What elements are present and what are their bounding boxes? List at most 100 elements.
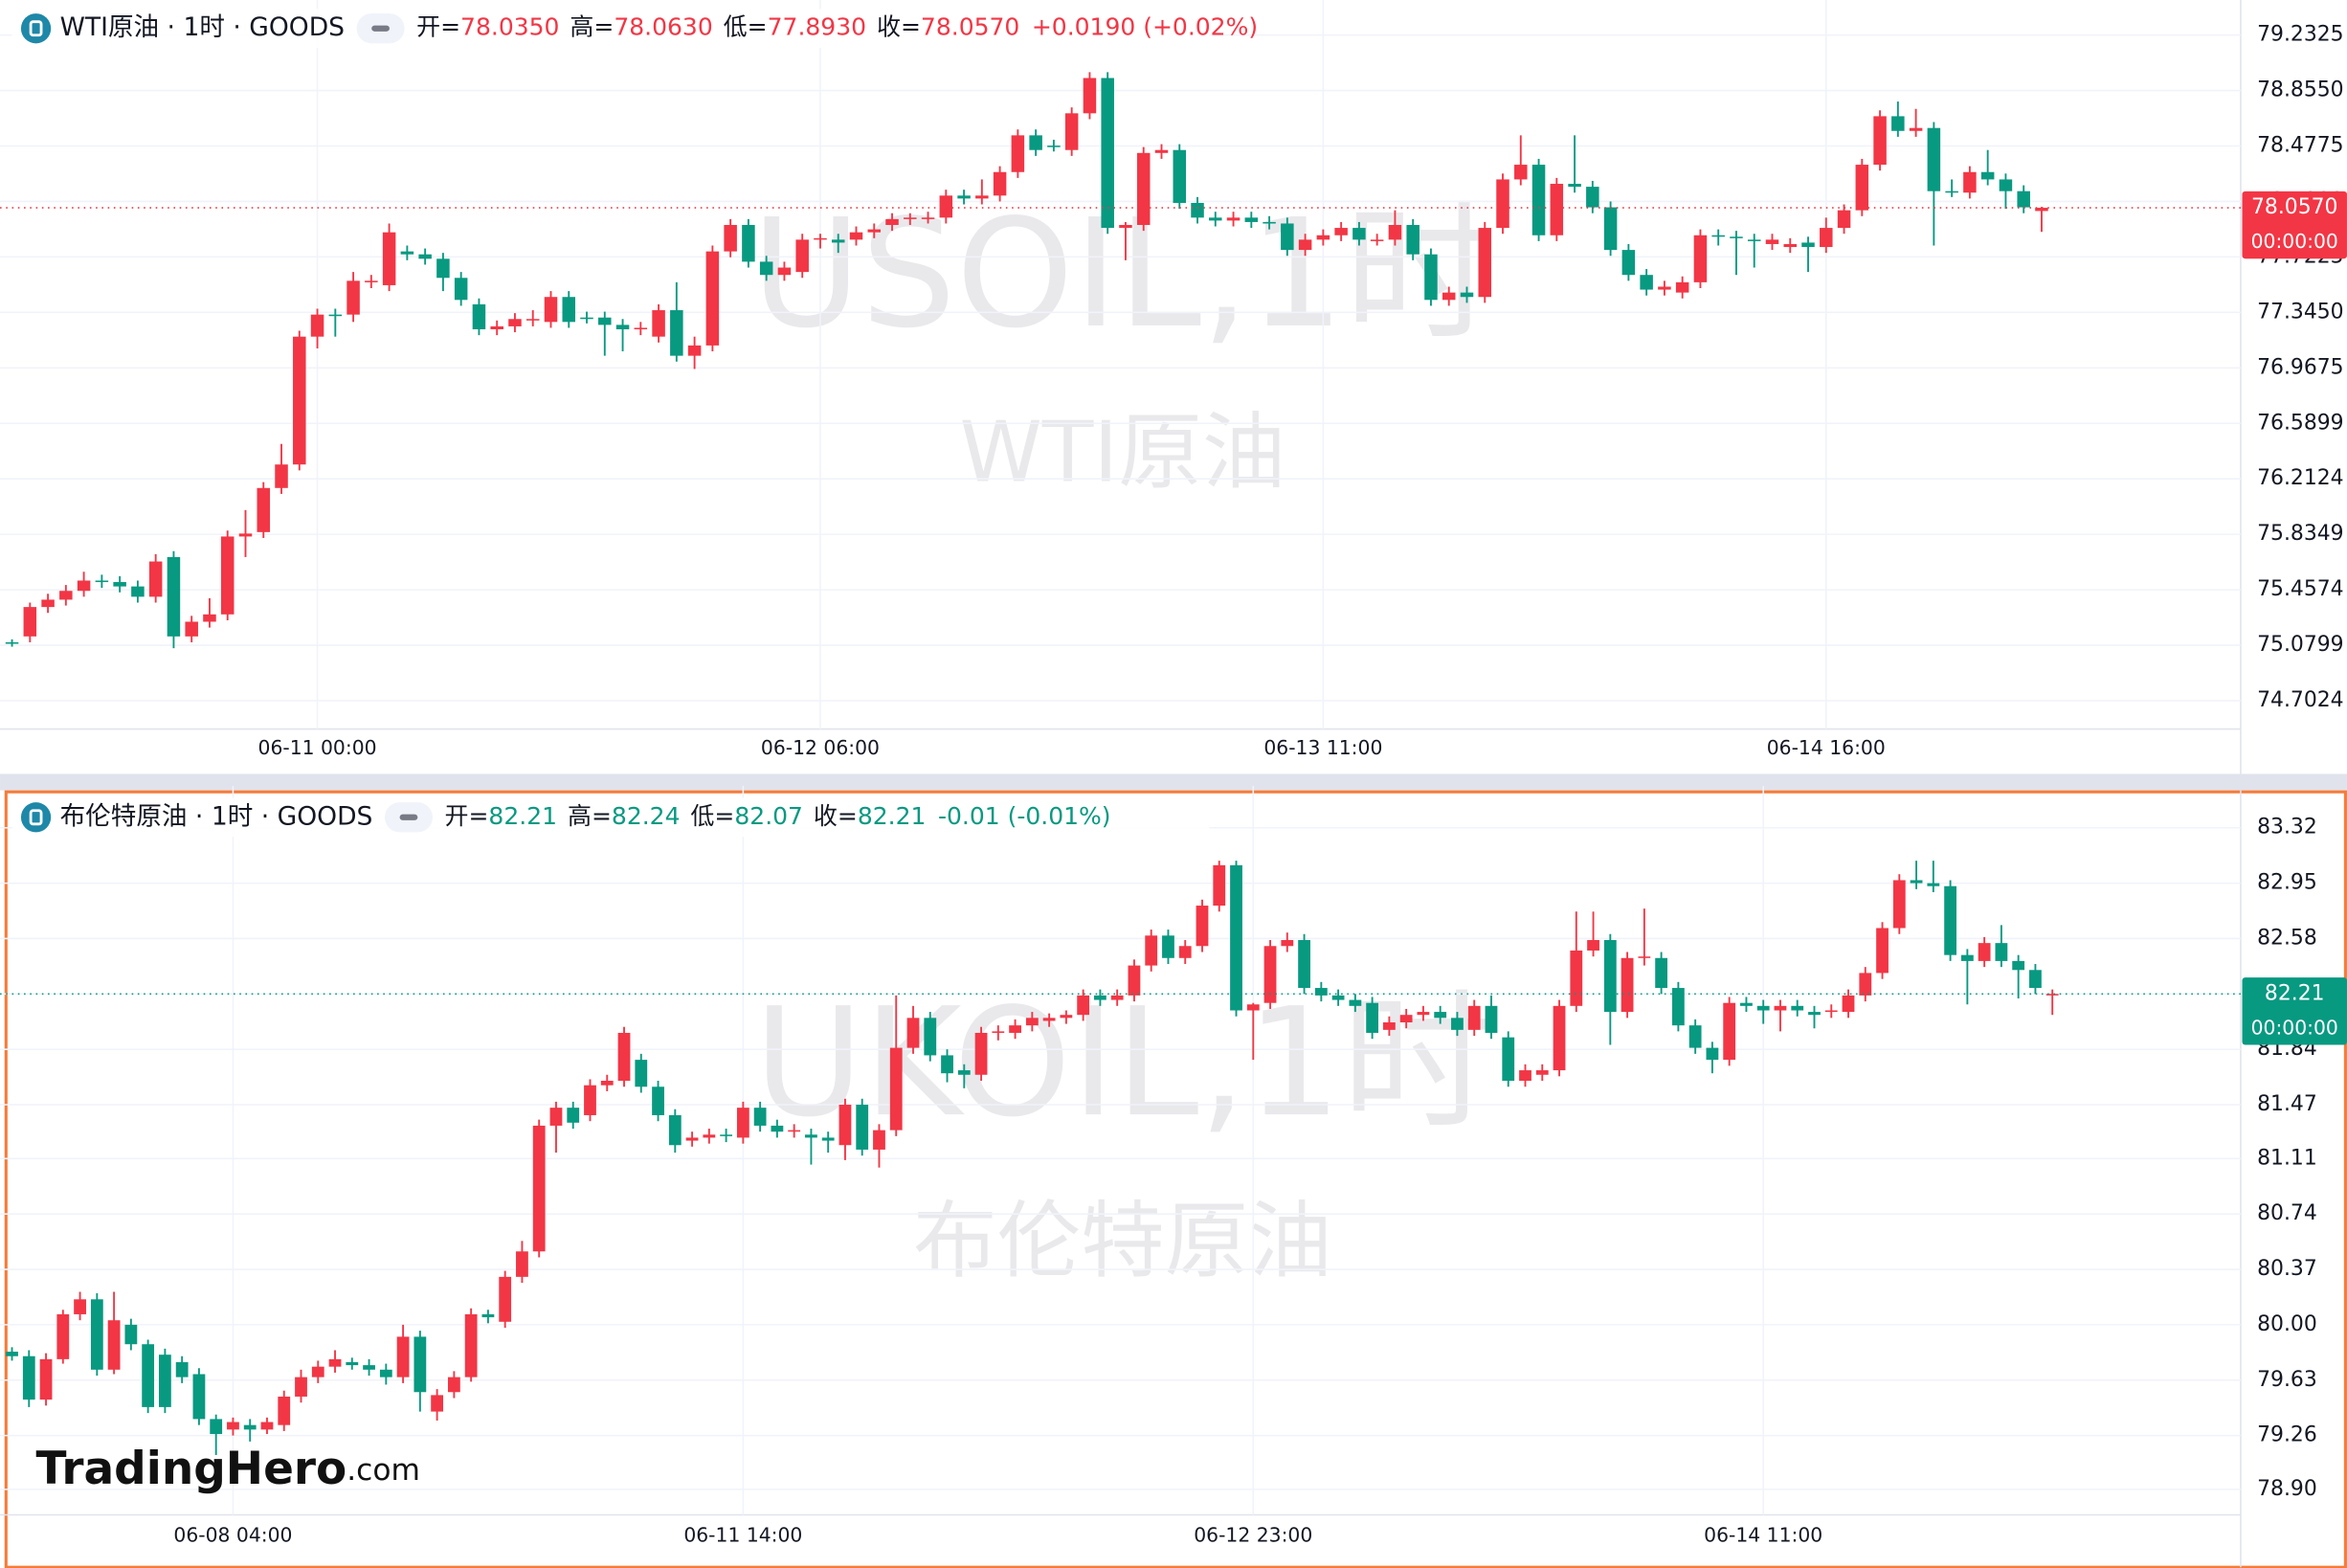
candle-body [705,251,720,346]
header-bg [11,9,1210,49]
legend-field-value: 78.0570 [921,13,1019,41]
candle-body [346,280,360,315]
candle-body [873,1130,885,1150]
candle-body [167,556,181,637]
candle-body [975,195,989,199]
candle-body [1331,995,1345,1000]
legend-title: WTI原油 · 1时 · GOODS [60,12,345,42]
candle-body [328,314,343,317]
legend-field-label: 收= [814,802,858,830]
candle-body [2029,970,2042,989]
candle-body [1944,885,1956,955]
candle-body [1824,1010,1838,1013]
candle-body [238,533,253,537]
candle-body [1042,1018,1056,1021]
candle-body [1298,940,1310,989]
candle-body [1621,250,1636,276]
x-tick-label: 06-12 23:00 [1194,1523,1312,1546]
y-tick-label: 81.11 [2257,1146,2317,1170]
candle-body [1765,239,1779,244]
candle-body [1154,149,1169,153]
candle-body [1891,116,1905,131]
candle-body [1801,242,1815,248]
candle-body [1640,275,1653,290]
candle-body [1349,999,1362,1006]
candle-body [1638,956,1651,958]
chart-pane: UKOIL,1时布伦特原油78.9079.2679.6380.0080.3780… [0,785,2347,1546]
candle-body [795,239,809,273]
x-tick-label: 06-13 11:00 [1263,736,1382,759]
candle-body [532,1125,546,1252]
candle-body [243,1424,257,1430]
candle-body [6,1352,18,1356]
candle-body [472,303,486,329]
candle-body [615,325,630,329]
candle-body [805,1134,817,1138]
candle-body [1460,292,1474,298]
candle-body [1316,235,1330,240]
candle-body [685,1137,699,1141]
candle-body [310,314,324,337]
candle-body [1417,1012,1430,1016]
candle-body [1060,1015,1073,1019]
candle-body [1467,1005,1481,1030]
candle-body [1383,1022,1396,1030]
watermark-symbol: USOIL,1时 [751,187,1494,361]
candle-body [957,195,971,199]
candle-body [5,641,19,644]
last-price-time: 00:00:00 [2251,1016,2338,1039]
candle-body [1230,864,1242,1011]
candle-body [1671,988,1685,1026]
candle-body [617,1032,631,1082]
candle-body [1568,184,1581,188]
watermark-name: 布伦特原油 [913,1193,1332,1290]
candle-body [1711,235,1725,237]
candle-body [508,319,522,326]
candle-body [464,1313,478,1378]
candle-body [396,1336,410,1378]
y-tick-label: 80.00 [2257,1312,2317,1336]
candle-body [1655,957,1668,989]
candle-body [1747,239,1761,241]
candle-body [1196,906,1209,947]
candle-body [1406,225,1419,255]
candle-body [192,1374,206,1420]
candle-body [634,327,648,330]
candle-body [1119,225,1132,229]
candle-body [580,317,593,320]
candle-body [185,621,198,637]
candle-body [1960,954,1974,961]
candle-body [436,258,450,279]
candle-body [220,536,235,615]
candle-body [257,487,271,532]
candle-body [1808,1012,1821,1016]
candle-body [1213,864,1226,907]
candle-body [311,1366,324,1378]
candle-body [1191,202,1204,218]
legend-field-label: 高= [570,13,614,41]
candle-body [1178,946,1192,958]
candle-body [885,218,899,226]
candle-body [821,1137,835,1141]
candle-body [2035,208,2048,212]
chart-pane: USOIL,1时 WTI原油 74.7024 75.0799 75.4574 75.834… [0,0,2347,759]
candle-body [1892,880,1906,929]
candle-body [1442,292,1456,301]
candle-body [1945,190,1958,193]
last-price-label: 78.0570 [2251,195,2337,219]
x-tick-label: 06-08 04:00 [173,1523,292,1546]
candle-body [499,1276,512,1322]
candle-body [382,232,396,285]
candle-body [1873,116,1887,166]
x-tick-label: 06-14 11:00 [1704,1523,1822,1546]
y-tick-label: 75.0799 [2257,633,2343,657]
candle-body [210,1419,223,1435]
candle-body [777,267,792,276]
candle-body [1519,1070,1531,1082]
candle-body [1550,184,1564,235]
candle-body [23,607,37,637]
candle-body [400,251,414,255]
legend-pill-dash [371,25,390,32]
legend-field-label: 收= [877,13,921,41]
